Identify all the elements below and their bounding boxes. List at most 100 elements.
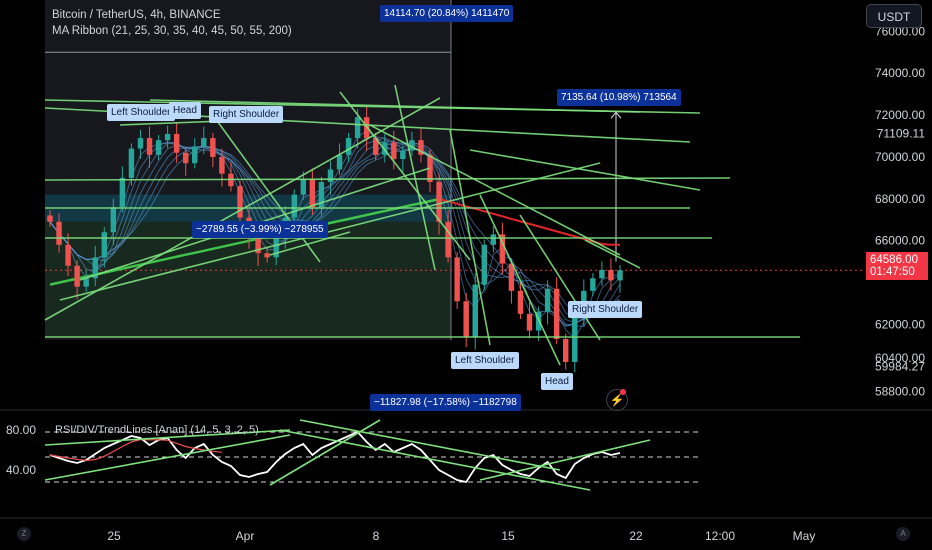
price-tick-8: 62000.00 <box>875 317 925 331</box>
ma-ribbon-line-2 <box>49 137 621 327</box>
candle-63 <box>617 270 623 281</box>
candle-18 <box>210 138 216 157</box>
candle-46 <box>463 301 469 337</box>
rsi-trendline-4 <box>299 419 561 471</box>
symbol-legend[interactable]: Bitcoin / TetherUS, 4h, BINANCE <box>52 9 221 21</box>
candle-56 <box>553 288 560 339</box>
price-tick-11: 58800.00 <box>875 384 925 398</box>
candle-1 <box>56 221 62 245</box>
time-tick-2: 8 <box>373 529 380 543</box>
candle-32 <box>336 154 343 170</box>
measure-label-top: 14114.70 (20.84%) 1411470 <box>380 5 514 22</box>
ma-ribbon-line-0 <box>49 130 621 340</box>
candle-3 <box>74 265 80 287</box>
pattern-head-1: Head <box>169 102 201 119</box>
replay-bolt-icon[interactable]: ⚡ <box>606 389 628 411</box>
candle-62 <box>608 269 614 281</box>
candle-52 <box>517 290 524 314</box>
trendline-18 <box>214 117 321 263</box>
trendline-2 <box>44 177 731 181</box>
candle-6 <box>101 232 107 258</box>
indicator-legend[interactable]: MA Ribbon (21, 25, 30, 35, 40, 45, 50, 5… <box>52 25 292 37</box>
candle-25 <box>273 238 279 258</box>
price-tick-5: 68000.00 <box>875 192 925 206</box>
rsi-trendline-2 <box>269 419 381 486</box>
rsi-label: RSI/DIV/TrendLines [Anan] (14, 5, 3, 2, … <box>55 424 259 436</box>
candle-61 <box>599 269 605 279</box>
time-axis: 25 Apr 8 15 22 12:00 May <box>0 517 932 543</box>
notification-dot <box>620 389 626 395</box>
price-tick-3: 71109.11 <box>877 127 926 141</box>
candle-15 <box>183 152 189 164</box>
candle-19 <box>219 156 225 174</box>
rsi-trendline-3 <box>279 429 591 491</box>
candle-7 <box>110 207 117 233</box>
rsi-trendline-1 <box>44 434 291 481</box>
candle-0 <box>47 215 53 222</box>
candle-16 <box>192 146 198 164</box>
chart-zones <box>45 0 622 340</box>
measure-arrow <box>610 111 622 119</box>
rsi-signal <box>49 438 222 462</box>
candle-24 <box>264 253 270 258</box>
auto-scale-icon[interactable]: A <box>896 527 910 541</box>
candle-28 <box>300 179 307 195</box>
candle-4 <box>83 278 89 287</box>
candle-21 <box>237 186 243 218</box>
ma-red-line <box>438 197 620 246</box>
trendline-19 <box>269 231 351 256</box>
candle-12 <box>155 140 162 155</box>
currency-button[interactable]: USDT <box>866 4 922 28</box>
countdown-badge: 01:47:50 <box>866 264 928 280</box>
candle-55 <box>544 288 551 312</box>
candle-49 <box>490 234 497 245</box>
trendline-15 <box>469 149 701 191</box>
time-tick-4: 22 <box>629 529 643 543</box>
price-tick-9: 60400.00 <box>875 351 925 365</box>
pattern-left-shoulder-2: Left Shoulder <box>451 352 519 369</box>
candle-30 <box>318 182 325 208</box>
rsi-trendline-0 <box>44 429 291 446</box>
candle-36 <box>373 138 379 155</box>
trendline-13 <box>449 129 491 346</box>
rsi-axis-1: 40.00 <box>6 463 36 477</box>
price-tick-1: 74000.00 <box>875 66 925 80</box>
rsi-trendline-5 <box>479 439 651 481</box>
rsi-pane: 80.00 40.00 RSI/DIV/TrendLines [Anan] (14,… <box>0 409 932 491</box>
ma-200-line <box>49 197 440 286</box>
candle-23 <box>255 238 261 254</box>
candle-39 <box>400 150 406 160</box>
ma-ribbon-line-6 <box>49 143 621 317</box>
candle-34 <box>354 117 361 139</box>
rsi-axis-0: 80.00 <box>6 423 36 437</box>
candle-8 <box>119 177 126 208</box>
timezone-icon[interactable]: Z <box>17 527 31 541</box>
price-tick-10: 59984.27 <box>875 359 925 373</box>
rsi-line <box>49 430 621 484</box>
candle-47 <box>472 284 478 337</box>
trendlines <box>44 84 800 366</box>
candle-41 <box>418 140 424 155</box>
measure-label-bottom: −11827.98 (−17.58%) −1182798 <box>370 394 521 411</box>
candle-9 <box>128 148 135 178</box>
candle-44 <box>445 221 451 258</box>
candle-58 <box>572 313 578 362</box>
candle-33 <box>345 138 352 155</box>
trendline-9 <box>339 91 471 261</box>
ma-ribbon <box>49 130 621 340</box>
trendline-16 <box>519 214 601 341</box>
trendline-11 <box>149 99 641 113</box>
ma-ribbon-line-4 <box>49 142 621 324</box>
candle-13 <box>164 133 171 141</box>
candle-2 <box>65 244 71 266</box>
measure-label-mid: −2789.55 (−3.99%) −278955 <box>192 221 328 238</box>
ma-ribbon-line-1 <box>49 136 621 327</box>
trendline-12 <box>369 124 621 256</box>
trendline-10 <box>394 84 436 271</box>
pattern-head-2: Head <box>541 373 573 390</box>
time-tick-1: Apr <box>236 529 255 543</box>
candle-10 <box>137 138 144 149</box>
price-tick-6: 66000.00 <box>875 234 925 248</box>
time-tick-5: 12:00 <box>705 529 735 543</box>
